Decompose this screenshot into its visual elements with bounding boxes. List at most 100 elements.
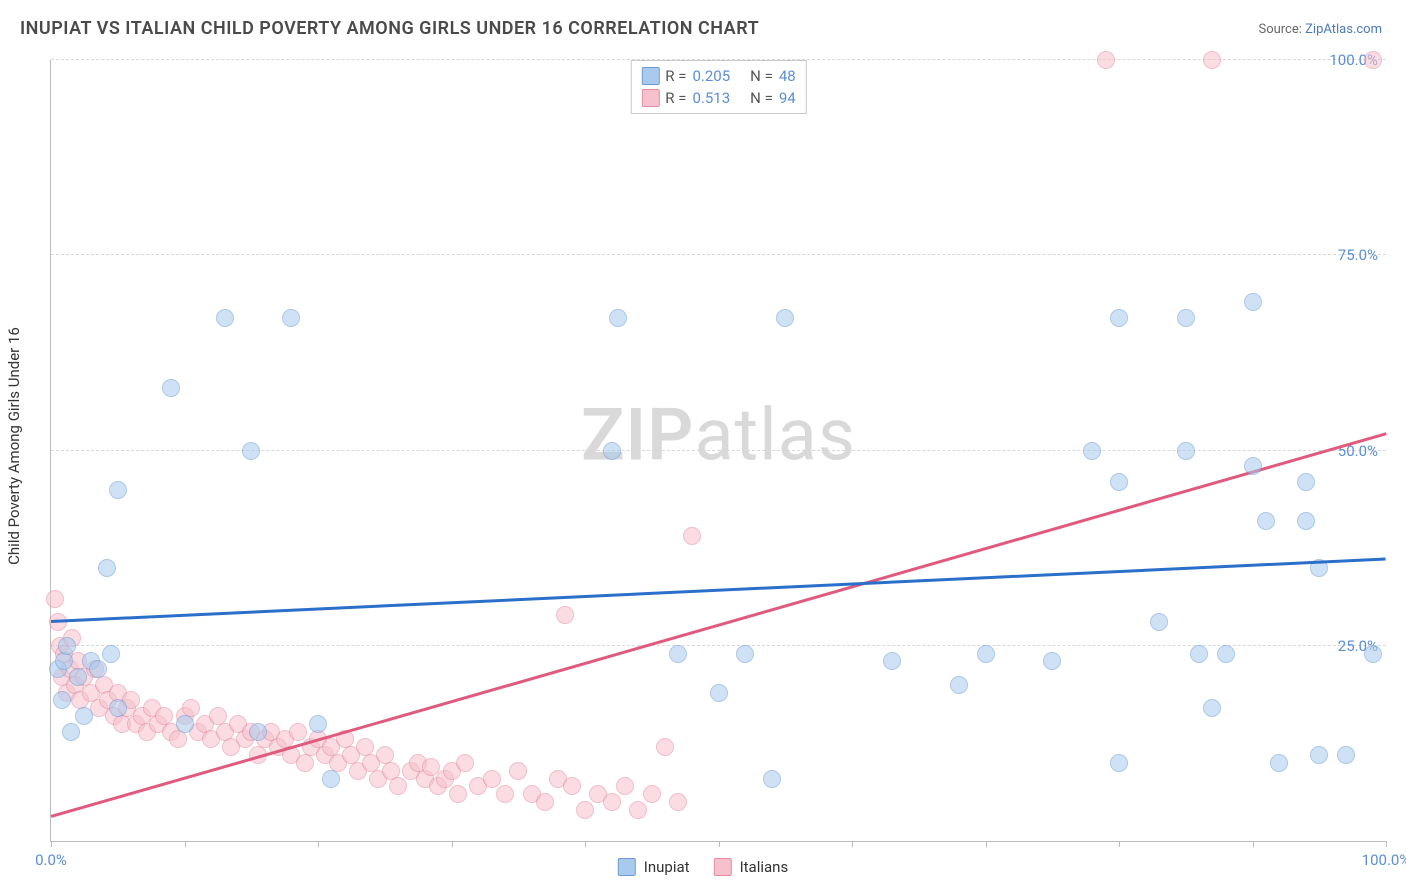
scatter-point-inupiat (1177, 442, 1195, 460)
x-tick (318, 841, 319, 847)
scatter-point-inupiat (162, 379, 180, 397)
legend-item-italians: Italians (714, 858, 789, 876)
scatter-point-inupiat (89, 660, 107, 678)
scatter-point-inupiat (736, 645, 754, 663)
scatter-point-inupiat (763, 770, 781, 788)
scatter-point-inupiat (242, 442, 260, 460)
trend-line-italians (51, 432, 1387, 817)
scatter-point-italians (169, 730, 187, 748)
scatter-point-italians (296, 754, 314, 772)
scatter-point-inupiat (1177, 309, 1195, 327)
scatter-point-italians (483, 770, 501, 788)
series-legend: Inupiat Italians (618, 858, 788, 876)
scatter-point-inupiat (950, 676, 968, 694)
plot-area: ZIPatlas R = 0.205 N = 48 R = 0.513 N = … (50, 60, 1386, 842)
scatter-point-italians (616, 777, 634, 795)
scatter-point-inupiat (309, 715, 327, 733)
trend-line-inupiat (51, 557, 1386, 622)
scatter-point-inupiat (883, 652, 901, 670)
r-label: R = (665, 89, 686, 107)
stats-row-inupiat: R = 0.205 N = 48 (641, 65, 795, 87)
scatter-point-inupiat (1110, 309, 1128, 327)
scatter-point-inupiat (322, 770, 340, 788)
scatter-point-italians (1364, 51, 1382, 69)
scatter-point-inupiat (1083, 442, 1101, 460)
scatter-point-italians (1203, 51, 1221, 69)
scatter-point-inupiat (102, 645, 120, 663)
watermark-bold: ZIP (581, 392, 694, 477)
swatch-italians (641, 89, 659, 107)
scatter-point-inupiat (1270, 754, 1288, 772)
scatter-point-inupiat (1110, 754, 1128, 772)
scatter-point-italians (629, 801, 647, 819)
scatter-point-italians (576, 801, 594, 819)
x-tick (852, 841, 853, 847)
scatter-point-inupiat (710, 684, 728, 702)
r-value-italians: 0.513 (692, 89, 730, 107)
x-tick (719, 841, 720, 847)
x-tick (1253, 841, 1254, 847)
grid-line (51, 645, 1386, 646)
legend-label-inupiat: Inupiat (644, 858, 690, 876)
x-tick-label: 0.0% (35, 851, 67, 869)
scatter-point-inupiat (1297, 473, 1315, 491)
scatter-point-italians (643, 785, 661, 803)
scatter-point-inupiat (669, 645, 687, 663)
x-tick (1119, 841, 1120, 847)
x-tick (185, 841, 186, 847)
watermark-light: atlas (694, 392, 856, 477)
scatter-point-inupiat (282, 309, 300, 327)
x-tick (51, 841, 52, 847)
scatter-point-italians (563, 777, 581, 795)
grid-line (51, 59, 1386, 60)
swatch-italians (714, 858, 732, 876)
scatter-point-italians (603, 793, 621, 811)
scatter-point-inupiat (1217, 645, 1235, 663)
scatter-point-inupiat (1244, 457, 1262, 475)
n-label: N = (750, 89, 773, 107)
source-link[interactable]: ZipAtlas.com (1305, 22, 1382, 37)
swatch-inupiat (618, 858, 636, 876)
scatter-point-inupiat (1110, 473, 1128, 491)
scatter-point-italians (656, 738, 674, 756)
chart-title: INUPIAT VS ITALIAN CHILD POVERTY AMONG G… (20, 18, 759, 39)
scatter-point-inupiat (109, 699, 127, 717)
scatter-point-inupiat (1043, 652, 1061, 670)
scatter-point-inupiat (1150, 613, 1168, 631)
scatter-point-inupiat (53, 691, 71, 709)
scatter-point-inupiat (249, 723, 267, 741)
scatter-point-inupiat (1257, 512, 1275, 530)
scatter-point-inupiat (1364, 645, 1382, 663)
scatter-point-italians (449, 785, 467, 803)
scatter-point-italians (683, 527, 701, 545)
legend-item-inupiat: Inupiat (618, 858, 690, 876)
scatter-point-inupiat (1337, 746, 1355, 764)
scatter-point-inupiat (216, 309, 234, 327)
scatter-point-italians (536, 793, 554, 811)
watermark: ZIPatlas (581, 392, 856, 477)
scatter-point-inupiat (1297, 512, 1315, 530)
r-label: R = (665, 67, 686, 85)
scatter-point-inupiat (55, 652, 73, 670)
scatter-point-inupiat (1203, 699, 1221, 717)
scatter-point-inupiat (109, 481, 127, 499)
y-tick-label: 75.0% (1338, 246, 1378, 264)
scatter-point-italians (46, 590, 64, 608)
scatter-point-italians (1097, 51, 1115, 69)
scatter-point-inupiat (609, 309, 627, 327)
swatch-inupiat (641, 67, 659, 85)
n-value-inupiat: 48 (779, 67, 796, 85)
source-prefix: Source: (1258, 22, 1305, 37)
scatter-point-inupiat (1310, 746, 1328, 764)
n-label: N = (750, 67, 773, 85)
scatter-point-italians (556, 606, 574, 624)
stats-row-italians: R = 0.513 N = 94 (641, 87, 795, 109)
x-tick (1386, 841, 1387, 847)
n-value-italians: 94 (779, 89, 796, 107)
source-credit: Source: ZipAtlas.com (1258, 22, 1382, 37)
scatter-point-inupiat (977, 645, 995, 663)
scatter-point-italians (496, 785, 514, 803)
legend-label-italians: Italians (740, 858, 789, 876)
scatter-point-italians (669, 793, 687, 811)
scatter-point-inupiat (58, 637, 76, 655)
